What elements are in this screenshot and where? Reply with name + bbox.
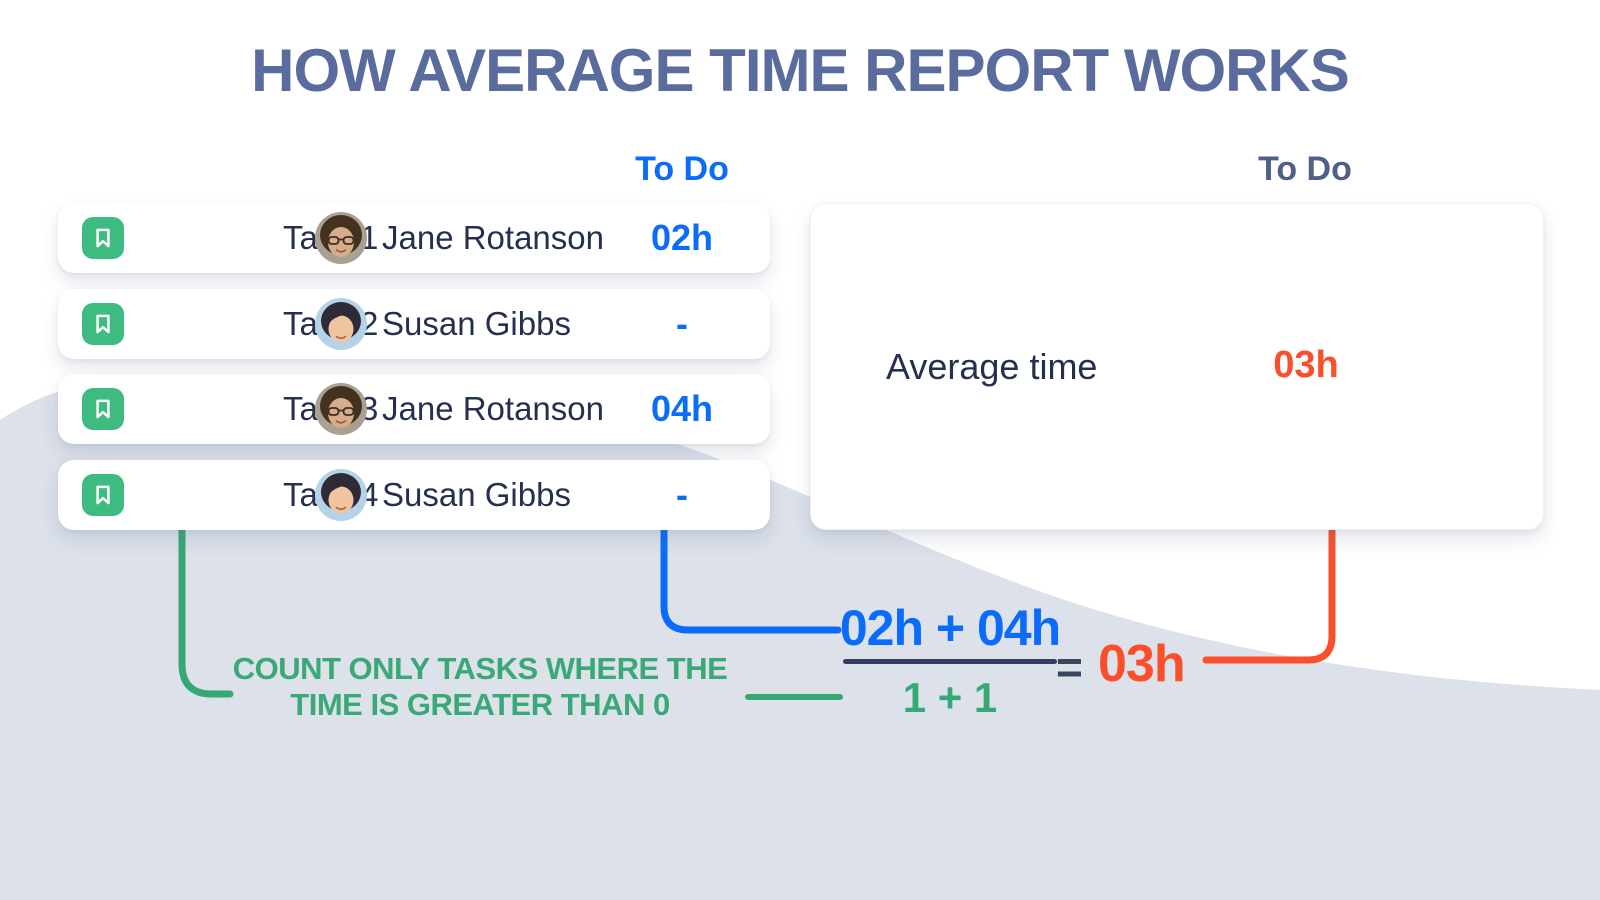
avatar <box>315 212 367 264</box>
task-row: Task 4 Susan Gibbs - <box>58 460 770 530</box>
orange-bracket-connector <box>1202 522 1336 664</box>
assignee-name: Jane Rotanson <box>382 219 604 256</box>
assignee-name: Susan Gibbs <box>382 476 571 513</box>
page-title: HOW AVERAGE TIME REPORT WORKS <box>251 37 1350 104</box>
formula-denominator: 1 + 1 <box>902 674 998 721</box>
equals-sign: = <box>1056 641 1083 693</box>
fraction-bar <box>843 659 1057 664</box>
average-time-value: 03h <box>1273 344 1339 386</box>
assignee-name: Jane Rotanson <box>382 390 604 427</box>
avatar <box>315 383 367 435</box>
task-time-value: - <box>676 303 688 344</box>
assignee-name: Susan Gibbs <box>382 305 571 342</box>
left-todo-column-header: To Do <box>635 150 729 188</box>
average-time-card: Average time 03h <box>810 203 1544 530</box>
avatar <box>315 298 367 350</box>
formula-result: 03h <box>1098 635 1186 693</box>
task-time-value: 04h <box>650 388 714 429</box>
task-time-value: - <box>676 474 688 515</box>
annotation-note: COUNT ONLY TASKS WHERE THE TIME IS GREAT… <box>160 651 800 723</box>
task-row: Task 1 Jane Rotanson 02h <box>58 203 770 273</box>
bookmark-icon <box>82 474 124 516</box>
bookmark-icon <box>82 303 124 345</box>
annotation-line-1: COUNT ONLY TASKS WHERE THE <box>232 651 728 686</box>
formula-numerator: 02h + 04h <box>839 600 1061 656</box>
task-row: Task 2 Susan Gibbs - <box>58 289 770 359</box>
avatar <box>315 469 367 521</box>
green-bracket-connector <box>178 524 234 698</box>
task-time-value: 02h <box>650 217 714 258</box>
average-time-label: Average time <box>886 346 1098 387</box>
bookmark-icon <box>82 388 124 430</box>
bookmark-icon <box>82 217 124 259</box>
task-row: Task 3 Jane Rotanson 04h <box>58 374 770 444</box>
right-todo-column-header: To Do <box>1258 150 1352 188</box>
blue-bracket-connector <box>660 524 842 634</box>
annotation-line-2: TIME IS GREATER THAN 0 <box>290 687 670 722</box>
